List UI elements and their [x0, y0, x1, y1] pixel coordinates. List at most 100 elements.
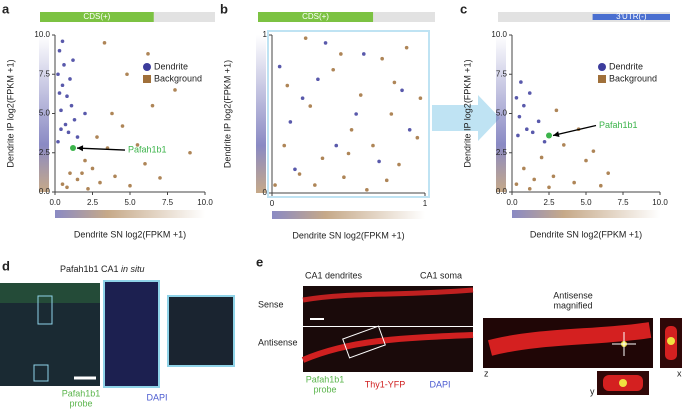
- point: [56, 72, 60, 77]
- point: [519, 80, 523, 84]
- point: [135, 143, 140, 147]
- y-tick-label: 0: [263, 188, 268, 197]
- feature-label: CDS(+): [302, 12, 329, 21]
- density-strip: [512, 210, 660, 218]
- y-tick-label: 2.5: [39, 148, 51, 157]
- point: [536, 119, 541, 124]
- feature-label: CDS(+): [83, 12, 110, 21]
- legend-label: Background: [154, 73, 202, 83]
- point: [323, 41, 328, 45]
- point: [562, 143, 566, 147]
- point: [316, 77, 320, 82]
- point: [584, 158, 588, 163]
- x-tick-label: 2.5: [87, 198, 99, 207]
- dendrite: [301, 332, 474, 363]
- point: [354, 112, 358, 116]
- point: [273, 183, 277, 187]
- y-tick-label: 2.5: [496, 148, 508, 157]
- point: [516, 133, 520, 138]
- point: [56, 139, 60, 144]
- point: [63, 122, 68, 127]
- highlight-point: [70, 145, 76, 152]
- legend-swatch: [598, 63, 606, 71]
- point: [342, 175, 346, 179]
- point: [68, 171, 72, 175]
- y-tick-label: 5.0: [496, 109, 508, 118]
- highlight-point: [546, 132, 552, 139]
- point: [120, 124, 125, 128]
- legend-swatch: [143, 75, 151, 83]
- arrow: [432, 95, 500, 141]
- point: [80, 171, 84, 175]
- y-tick-label: 10.0: [34, 30, 50, 39]
- label: CA1 dendrites: [305, 270, 363, 280]
- point: [415, 135, 420, 140]
- label: probe: [69, 398, 92, 408]
- point: [331, 67, 336, 72]
- point: [293, 167, 297, 172]
- point: [392, 80, 397, 85]
- point: [128, 183, 132, 188]
- track: [498, 12, 670, 22]
- x-tick-label: 7.5: [617, 198, 629, 207]
- spot: [619, 379, 627, 387]
- point: [150, 103, 155, 108]
- point: [591, 149, 596, 153]
- point: [173, 88, 177, 92]
- point: [113, 174, 117, 179]
- x-tick-label: 10.0: [197, 198, 213, 207]
- point: [297, 172, 302, 176]
- x-axis-label: Dendrite SN log2(FPKM +1): [530, 229, 642, 239]
- point: [86, 187, 90, 191]
- y-tick-label: 7.5: [39, 69, 51, 78]
- density-strip: [256, 35, 266, 193]
- axis-label: y: [590, 386, 595, 396]
- point: [514, 96, 519, 100]
- x-tick-label: 7.5: [162, 198, 174, 207]
- roi: [342, 325, 386, 359]
- x-tick-label: 1: [423, 199, 428, 208]
- point: [75, 135, 80, 139]
- point: [525, 127, 529, 131]
- point: [349, 128, 354, 132]
- feature: [258, 12, 374, 22]
- point: [527, 187, 532, 191]
- point: [277, 64, 282, 69]
- point: [522, 103, 526, 108]
- density-strip: [39, 35, 49, 192]
- point: [83, 111, 87, 116]
- point: [371, 143, 375, 148]
- point: [532, 177, 536, 182]
- feature: [40, 12, 154, 22]
- panel-label: a: [2, 1, 10, 16]
- point: [68, 77, 72, 81]
- point: [308, 104, 313, 108]
- point: [62, 63, 66, 67]
- point: [530, 130, 535, 135]
- point: [98, 180, 102, 185]
- point: [389, 112, 394, 116]
- point: [288, 120, 293, 124]
- density-strip: [55, 210, 205, 218]
- point: [551, 174, 556, 179]
- annotation-arrow: [76, 147, 126, 151]
- density-strip: [496, 35, 506, 192]
- panel-label: c: [460, 1, 467, 16]
- point: [143, 161, 147, 166]
- panel-label: b: [220, 1, 228, 16]
- point: [95, 135, 99, 139]
- x-tick-label: 0: [270, 199, 275, 208]
- point: [377, 159, 381, 164]
- x-axis-label: Dendrite SN log2(FPKM +1): [292, 230, 404, 240]
- point: [320, 156, 325, 161]
- point: [65, 94, 69, 99]
- point: [110, 111, 114, 116]
- x-tick-label: 0.0: [49, 198, 61, 207]
- roi: [33, 364, 49, 382]
- axis-label: z: [484, 368, 489, 378]
- y-tick-label: 7.5: [496, 69, 508, 78]
- point: [397, 162, 401, 167]
- title: Pafah1b1 CA1 in situ: [60, 264, 145, 274]
- axis-label: x: [677, 368, 682, 378]
- point: [539, 155, 544, 160]
